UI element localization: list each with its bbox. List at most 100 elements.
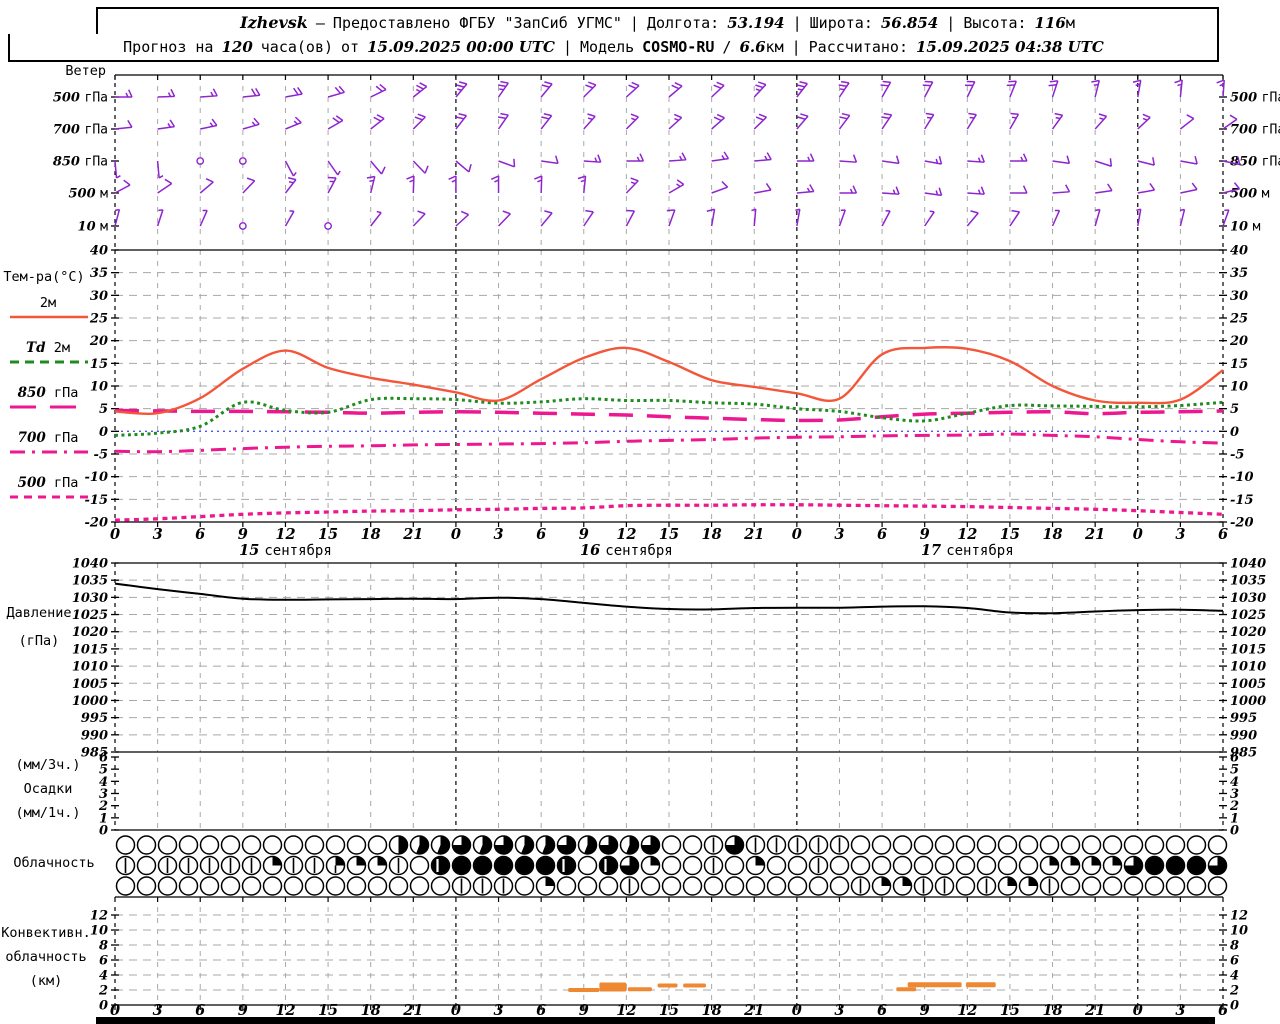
svg-text:0: 0	[451, 1002, 461, 1019]
latitude-value: 56.854	[880, 13, 939, 32]
svg-text:5: 5	[1230, 763, 1239, 778]
svg-text:1005: 1005	[1230, 677, 1266, 692]
svg-text:21: 21	[743, 1002, 764, 1019]
svg-text:10: 10	[90, 924, 108, 939]
svg-text:1020: 1020	[72, 625, 108, 640]
svg-text:10: 10	[90, 380, 108, 395]
svg-text:12: 12	[275, 526, 295, 543]
svg-text:0: 0	[792, 526, 802, 543]
svg-text:0: 0	[99, 824, 108, 839]
model-label: Модель	[579, 38, 635, 56]
svg-text:6: 6	[1218, 1002, 1228, 1019]
svg-text:985: 985	[81, 746, 108, 761]
resolution-unit: км	[765, 38, 784, 56]
svg-text:-10: -10	[1230, 470, 1254, 485]
svg-text:12: 12	[1230, 909, 1248, 924]
svg-text:6: 6	[877, 526, 887, 543]
forecast-hours-unit: часа(ов)	[260, 38, 334, 56]
separator: |	[629, 13, 639, 32]
svg-text:10 м: 10 м	[1230, 220, 1261, 235]
svg-text:500 м: 500 м	[1230, 187, 1270, 202]
precip-unit-3h: (мм/3ч.)	[15, 757, 81, 773]
separator: |	[791, 38, 801, 56]
svg-text:12: 12	[616, 526, 636, 543]
svg-text:21: 21	[743, 526, 764, 543]
svg-text:0: 0	[1133, 526, 1143, 543]
svg-text:9: 9	[920, 526, 930, 543]
header-dash: —	[315, 13, 325, 32]
longitude-value: 53.194	[727, 13, 785, 32]
legend-label-t700: 700 гПа	[17, 430, 79, 446]
svg-text:5: 5	[1230, 402, 1239, 417]
svg-text:40: 40	[1230, 244, 1248, 259]
svg-text:700 гПа: 700 гПа	[1230, 123, 1280, 138]
svg-text:0: 0	[451, 526, 461, 543]
svg-text:3: 3	[153, 526, 163, 543]
svg-text:10: 10	[1230, 380, 1248, 395]
svg-text:6: 6	[1230, 954, 1239, 969]
svg-text:3: 3	[834, 526, 844, 543]
svg-text:-10: -10	[85, 470, 109, 485]
svg-text:1015: 1015	[72, 642, 108, 657]
svg-text:6: 6	[195, 526, 205, 543]
svg-text:1010: 1010	[72, 660, 108, 675]
pressure-panel-title: Давление	[6, 605, 72, 621]
svg-text:990: 990	[1230, 728, 1257, 743]
resolution-value: 6.6	[739, 38, 766, 56]
svg-text:30: 30	[90, 289, 108, 304]
svg-text:10: 10	[1230, 924, 1248, 939]
header-line1: Izhevsk — Предоставлено ФГБУ "ЗапСиб УГМ…	[96, 7, 1219, 38]
model-slash: /	[722, 38, 732, 56]
svg-text:18: 18	[702, 1002, 722, 1019]
svg-text:1035: 1035	[1230, 574, 1266, 589]
svg-text:20: 20	[89, 334, 108, 349]
convective-panel-title-1: Конвективн.	[1, 925, 91, 941]
svg-text:15: 15	[1000, 526, 1020, 543]
convective-panel-title-2: облачность	[5, 949, 87, 965]
svg-text:0: 0	[1133, 1002, 1143, 1019]
pressure-panel-unit: (гПа)	[18, 633, 60, 649]
svg-text:18: 18	[1042, 1002, 1062, 1019]
svg-text:40: 40	[90, 244, 108, 259]
calc-label: Рассчитано:	[808, 38, 908, 56]
svg-text:8: 8	[1230, 939, 1239, 954]
svg-text:12: 12	[957, 1002, 977, 1019]
legend-label-t850: 850 гПа	[17, 385, 79, 401]
svg-text:25: 25	[1229, 312, 1248, 327]
precip-unit-1h: (мм/1ч.)	[15, 805, 81, 821]
svg-text:850 гПа: 850 гПа	[1230, 155, 1280, 170]
svg-text:18: 18	[361, 526, 381, 543]
svg-text:0: 0	[110, 526, 120, 543]
svg-text:15 сентября: 15 сентября	[239, 542, 332, 559]
svg-text:21: 21	[402, 526, 423, 543]
altitude-value: 116	[1034, 13, 1066, 32]
altitude-unit: м	[1065, 13, 1075, 32]
svg-text:3: 3	[1230, 787, 1239, 802]
svg-text:700 гПа: 700 гПа	[53, 123, 108, 138]
svg-text:6: 6	[99, 954, 108, 969]
svg-text:850 гПа: 850 гПа	[53, 155, 108, 170]
svg-text:1025: 1025	[72, 608, 108, 623]
svg-text:1020: 1020	[1230, 625, 1266, 640]
legend-label-td2m: Td 2м	[26, 340, 70, 356]
svg-text:1040: 1040	[72, 557, 108, 572]
svg-text:1015: 1015	[1230, 642, 1266, 657]
separator: |	[562, 38, 572, 56]
model-name: COSMO-RU	[642, 38, 715, 56]
svg-text:0: 0	[1230, 824, 1239, 839]
svg-text:5: 5	[99, 402, 108, 417]
svg-text:4: 4	[1230, 775, 1239, 790]
svg-text:15: 15	[659, 1002, 679, 1019]
wind-panel-title: Ветер	[65, 63, 106, 79]
svg-text:0: 0	[99, 425, 108, 440]
svg-text:2: 2	[1229, 799, 1239, 814]
svg-text:1: 1	[1230, 811, 1239, 826]
svg-text:3: 3	[834, 1002, 844, 1019]
legend-label-t2m: 2м	[39, 295, 57, 311]
svg-text:-15: -15	[85, 493, 109, 508]
svg-text:9: 9	[238, 1002, 248, 1019]
svg-text:6: 6	[99, 751, 108, 766]
svg-text:2: 2	[1229, 984, 1239, 999]
